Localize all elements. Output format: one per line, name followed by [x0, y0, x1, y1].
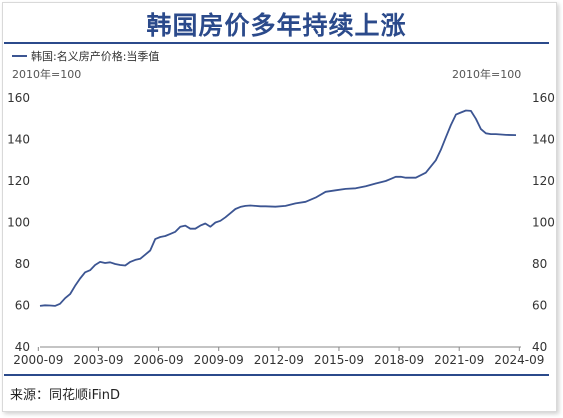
- x-tick-label: 2018-09: [374, 353, 424, 367]
- y-tick-label-left: 40: [15, 340, 30, 354]
- x-tick-label: 2000-09: [13, 353, 63, 367]
- y-tick-label-right: 100: [532, 216, 555, 230]
- chart-title: 韩国房价多年持续上涨: [146, 11, 407, 40]
- x-axis: 2000-09 2003-09 2006-09 2009-09 2012-09 2015-…: [13, 347, 544, 367]
- y-tick-label-right: 160: [532, 91, 555, 105]
- x-tick-label: 2006-09: [134, 353, 184, 367]
- x-tick-label: 2003-09: [73, 353, 123, 367]
- legend-label: 韩国:名义房产价格:当季值: [31, 50, 160, 63]
- source-divider: [4, 374, 549, 376]
- y-tick-label-right: 120: [532, 174, 555, 188]
- y-tick-label-right: 40: [532, 340, 547, 354]
- y-tick-label-right: 80: [532, 257, 547, 271]
- y-axis-right: 40 60 80 100 120 140 160: [532, 91, 555, 354]
- legend-line-swatch: [12, 55, 27, 57]
- y-tick-label-left: 120: [7, 174, 30, 188]
- x-tick-label: 2024-09: [494, 353, 544, 367]
- legend: 韩国:名义房产价格:当季值: [12, 48, 159, 64]
- y-tick-label-left: 80: [15, 257, 30, 271]
- title-divider: [4, 42, 549, 44]
- y-tick-label-right: 140: [532, 133, 555, 147]
- y-tick-label-left: 60: [15, 299, 30, 313]
- source-note: 来源：同花顺iFinD: [10, 388, 121, 403]
- y-tick-label-right: 60: [532, 299, 547, 313]
- y-tick-label-left: 160: [7, 91, 30, 105]
- y-tick-label-left: 100: [7, 216, 30, 230]
- unit-label-left: 2010年=100: [12, 68, 82, 81]
- x-tick-label: 2009-09: [194, 353, 244, 367]
- price-series-line: [39, 109, 517, 307]
- unit-label-right: 2010年=100: [452, 68, 522, 81]
- y-axis-left: 40 60 80 100 120 140 160: [7, 91, 30, 354]
- x-tick-label: 2021-09: [434, 353, 484, 367]
- y-tick-label-left: 140: [7, 133, 30, 147]
- x-tick-label: 2015-09: [314, 353, 364, 367]
- x-tick-label: 2012-09: [254, 353, 304, 367]
